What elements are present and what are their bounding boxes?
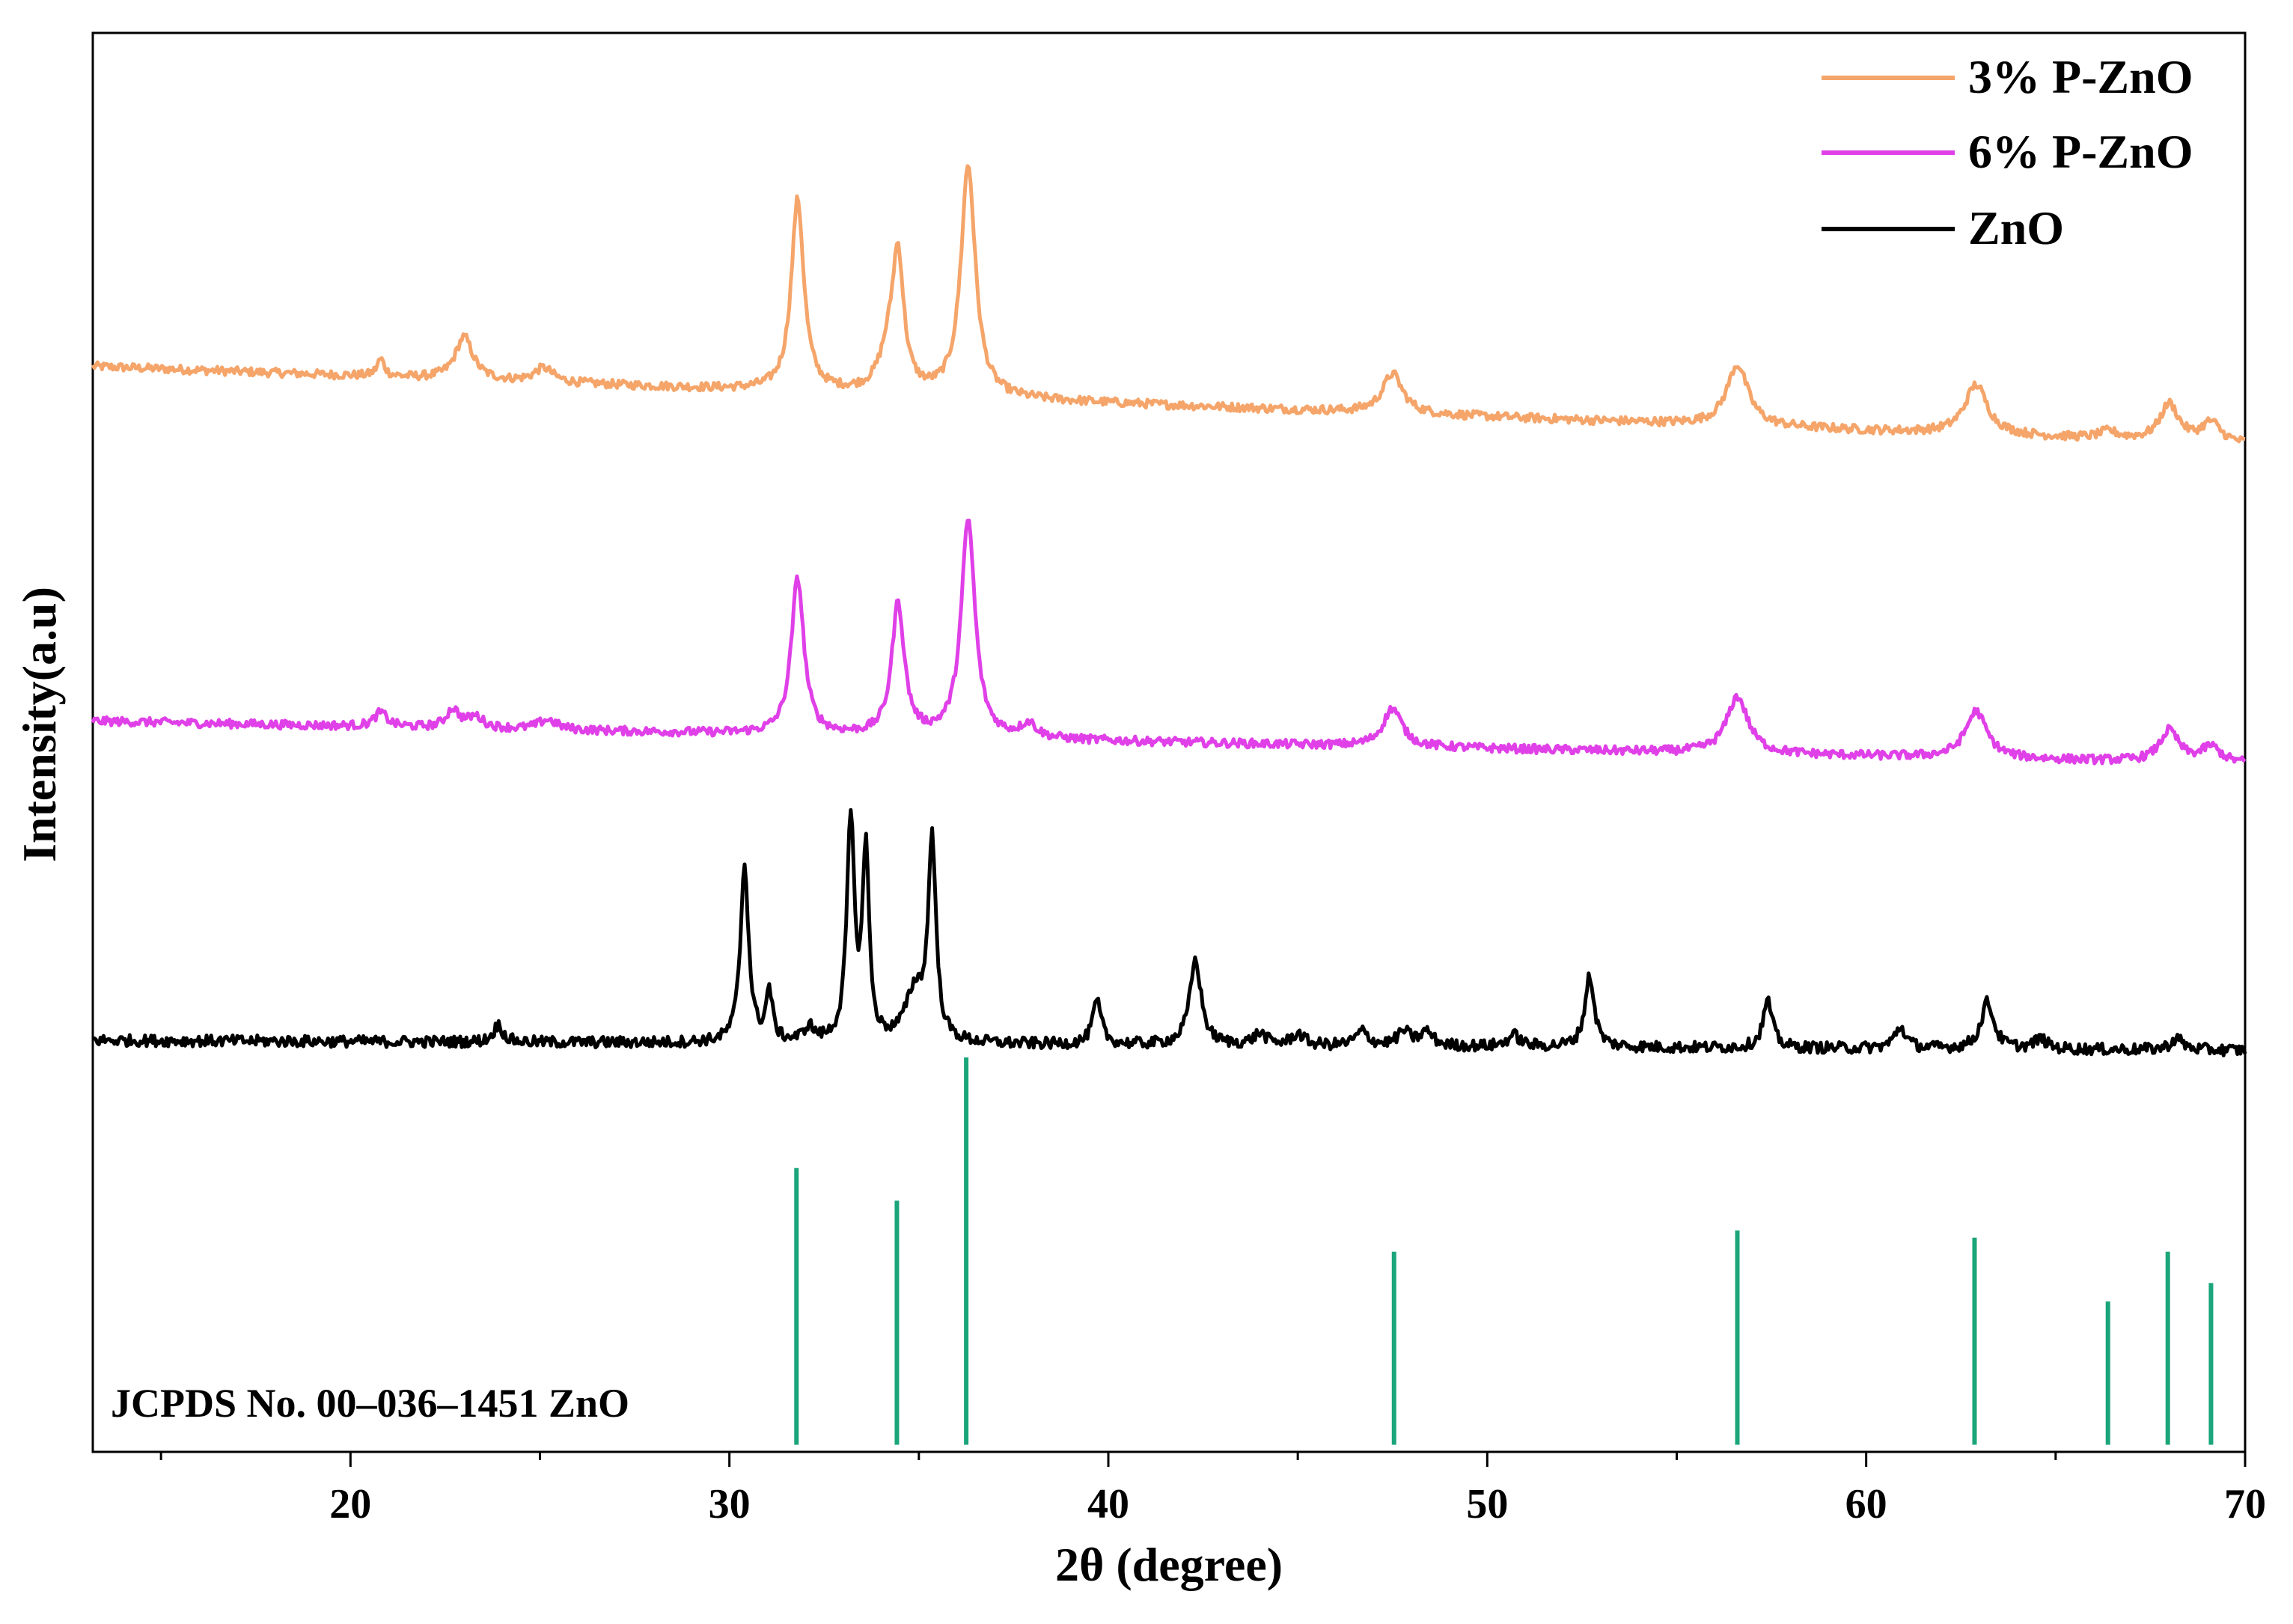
series-line-6-p-zno [91,519,2247,766]
reference-label: JCPDS No. 00–036–1451 ZnO [111,1381,629,1426]
x-axis-label: 2θ (degree) [1055,1538,1283,1591]
series-layer [91,164,2247,1057]
legend-label: 6% P-ZnO [1968,125,2193,178]
x-tick-label: 20 [329,1481,371,1527]
y-axis-label: Intensity(a.u) [13,587,66,862]
series-line-zno [92,808,2247,1057]
x-tick-label: 50 [1466,1481,1508,1527]
x-tick-label: 70 [2224,1481,2266,1527]
x-tick-label: 30 [709,1481,751,1527]
series-line-3-p-zno [91,164,2246,444]
reference-layer [794,1057,2214,1445]
legend-label: ZnO [1968,201,2064,254]
plot-frame [91,31,2247,1453]
x-tick-label: 60 [1845,1481,1887,1527]
legend-label: 3% P-ZnO [1968,50,2193,103]
x-tick-label: 40 [1087,1481,1129,1527]
x-axis-ticks: 20 30 40 50 60 70 [159,1452,2266,1527]
legend: 3% P-ZnO 6% P-ZnO ZnO [1822,50,2193,254]
